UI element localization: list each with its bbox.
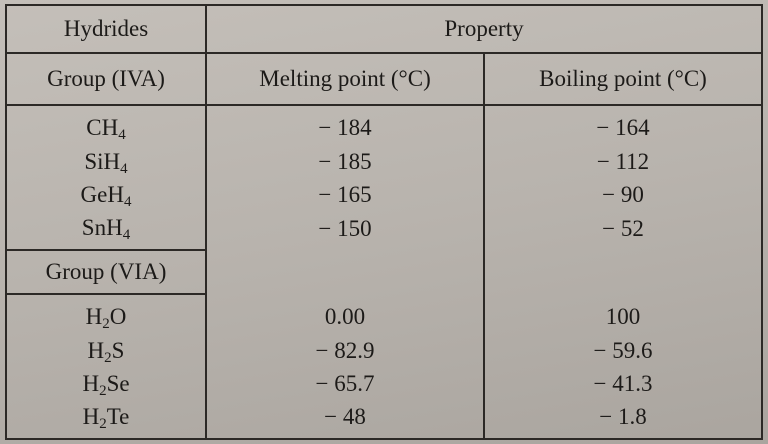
header-property: Property [205,4,763,54]
hydride-formula: SiH4 [5,145,207,179]
empty-cell [205,249,485,294]
header-boiling-point: Boiling point (°C) [483,52,763,106]
group-iva-label: Group (IVA) [5,52,207,106]
melting-point-value: − 165 [205,178,485,212]
hydride-formula: SnH4 [5,211,207,250]
table-row: CH4 − 184 − 164 [5,104,763,146]
melting-point-value: − 185 [205,145,485,179]
melting-point-value: − 48 [205,400,485,440]
table-row: H2O 0.00 100 [5,293,763,335]
hydride-formula: GeH4 [5,178,207,212]
melting-point-value: − 150 [205,211,485,250]
hydride-formula: H2Te [5,400,207,440]
table-header-row: Hydrides Property [5,4,763,54]
melting-point-value: 0.00 [205,293,485,335]
hydride-formula: CH4 [5,104,207,146]
group-via-row: Group (VIA) [5,248,763,295]
table-subheader-row: Group (IVA) Melting point (°C) Boiling p… [5,52,763,106]
header-melting-point: Melting point (°C) [205,52,485,106]
table-row: H2S − 82.9 − 59.6 [5,334,763,368]
hydride-formula: H2S [5,334,207,368]
boiling-point-value: − 41.3 [483,367,763,401]
boiling-point-value: − 52 [483,211,763,250]
melting-point-value: − 65.7 [205,367,485,401]
table-row: SiH4 − 185 − 112 [5,145,763,179]
boiling-point-value: − 59.6 [483,334,763,368]
boiling-point-value: − 112 [483,145,763,179]
hydrides-table: Hydrides Property Group (IVA) Melting po… [5,4,763,440]
table-row: H2Se − 65.7 − 41.3 [5,367,763,401]
header-hydrides: Hydrides [5,4,207,54]
melting-point-value: − 82.9 [205,334,485,368]
table-row: SnH4 − 150 − 52 [5,211,763,250]
hydride-formula: H2O [5,293,207,335]
hydride-formula: H2Se [5,367,207,401]
boiling-point-value: − 164 [483,104,763,146]
boiling-point-value: 100 [483,293,763,335]
empty-cell [483,249,763,294]
boiling-point-value: − 1.8 [483,400,763,440]
boiling-point-value: − 90 [483,178,763,212]
table-row: H2Te − 48 − 1.8 [5,400,763,440]
table-row: GeH4 − 165 − 90 [5,178,763,212]
melting-point-value: − 184 [205,104,485,146]
group-via-label: Group (VIA) [5,248,207,295]
